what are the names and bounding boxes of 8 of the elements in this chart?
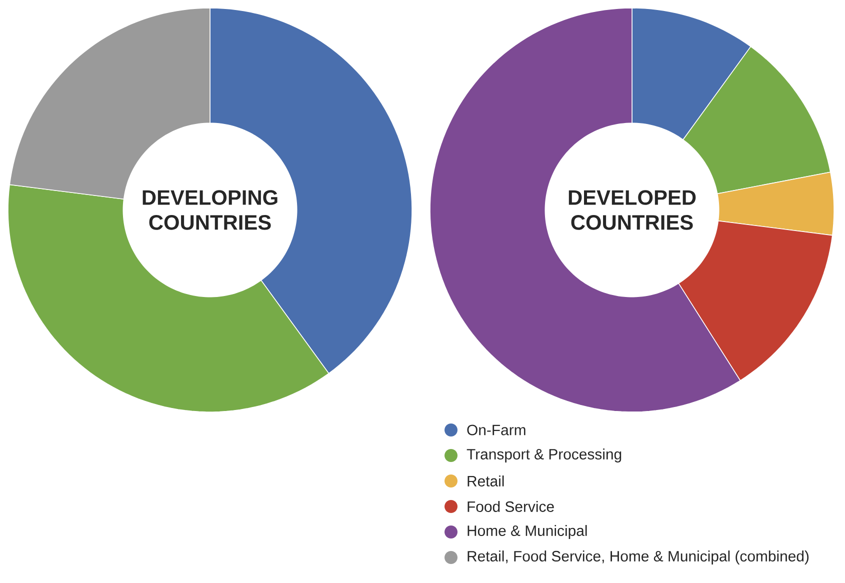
text: DEVELOPED COUNTRIES	[568, 190, 696, 230]
legend-label: On-Farm	[467, 424, 526, 436]
legend-label: Home & Municipal	[468, 525, 587, 539]
text: DEVELOPING COUNTRIES	[142, 190, 278, 230]
legend-label: Retail, Food Service, Home & Municipal (combined)	[468, 550, 809, 564]
legend-label: Transport & Processing	[466, 448, 622, 462]
legend-label: Food Service	[468, 501, 554, 512]
legend-label: Retail	[468, 476, 504, 486]
